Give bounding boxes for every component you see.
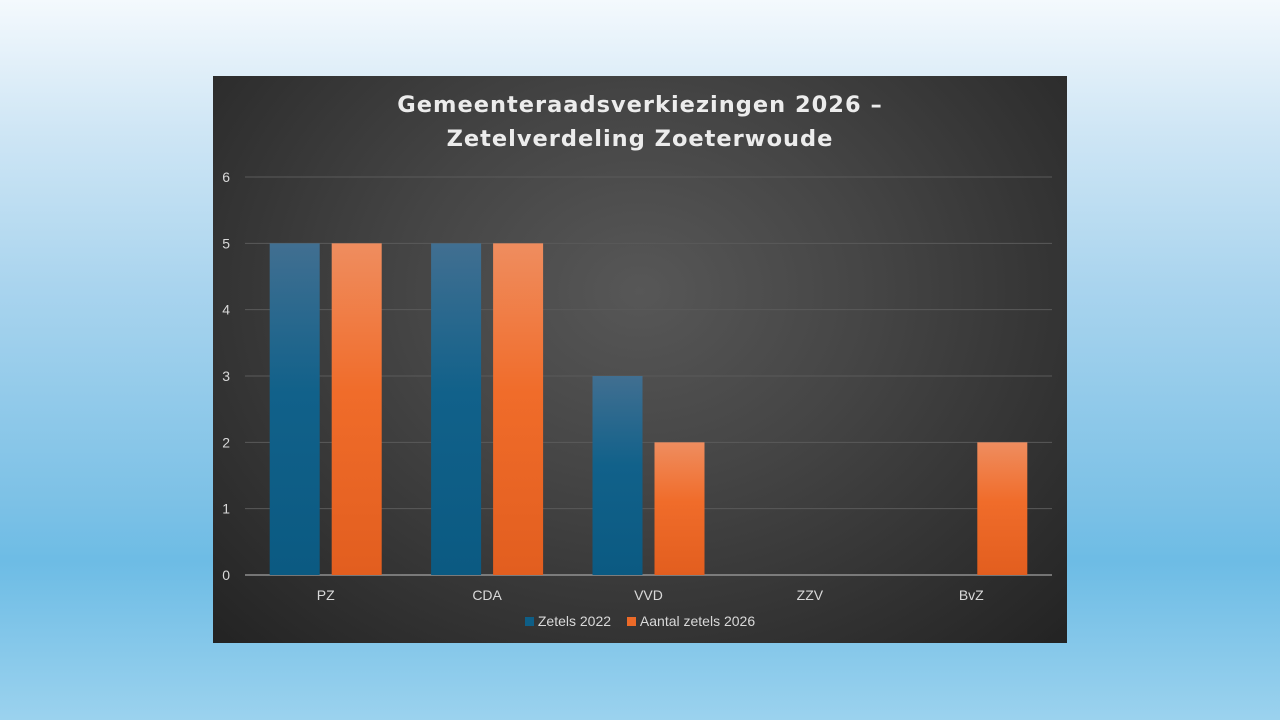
chart-area: Gemeenteraadsverkiezingen 2026 – Zetelve… [213, 76, 1067, 643]
bar-pz-series-1 [331, 243, 382, 576]
bar-cda-series-1 [493, 243, 544, 576]
legend-label-zetels-2022: Zetels 2022 [537, 613, 612, 629]
plot-svg: 0 1 2 3 4 5 6 PZ CDA VVD ZZV BvZ [222, 169, 1052, 603]
legend: Zetels 2022 Aantal zetels 2026 [213, 613, 1067, 629]
y-tick-label: 3 [222, 368, 230, 384]
bar-cda-series-0 [431, 243, 482, 576]
bar-pz-series-0 [269, 243, 320, 576]
x-tick-label: VVD [634, 587, 663, 603]
y-tick-label: 1 [222, 501, 230, 517]
legend-item-aantal-zetels-2026: Aantal zetels 2026 [626, 613, 756, 629]
bar-vvd-series-0 [592, 376, 643, 575]
y-tick-label: 0 [222, 567, 230, 583]
legend-swatch-orange [626, 617, 636, 626]
legend-swatch-blue [524, 617, 534, 626]
y-tick-label: 4 [222, 302, 230, 318]
bar-bvz-series-1 [977, 442, 1028, 575]
y-tick-label: 5 [222, 235, 230, 251]
x-tick-label: CDA [472, 587, 502, 603]
y-tick-label: 6 [222, 169, 230, 185]
x-tick-label: BvZ [959, 587, 984, 603]
chart-title-line-2: Zetelverdeling Zoeterwoude [446, 126, 834, 152]
x-tick-label: ZZV [797, 587, 824, 603]
chart-title-line-1: Gemeenteraadsverkiezingen 2026 – [397, 92, 883, 118]
y-tick-label: 2 [222, 434, 230, 450]
axis-ticks: 0 1 2 3 4 5 6 PZ CDA VVD ZZV BvZ [222, 169, 984, 603]
chart-title: Gemeenteraadsverkiezingen 2026 – Zetelve… [213, 88, 1067, 156]
legend-label-aantal-zetels-2026: Aantal zetels 2026 [639, 613, 756, 629]
x-tick-label: PZ [317, 587, 335, 603]
legend-item-zetels-2022: Zetels 2022 [524, 613, 612, 629]
bars [269, 243, 1028, 576]
bar-vvd-series-1 [654, 442, 705, 575]
